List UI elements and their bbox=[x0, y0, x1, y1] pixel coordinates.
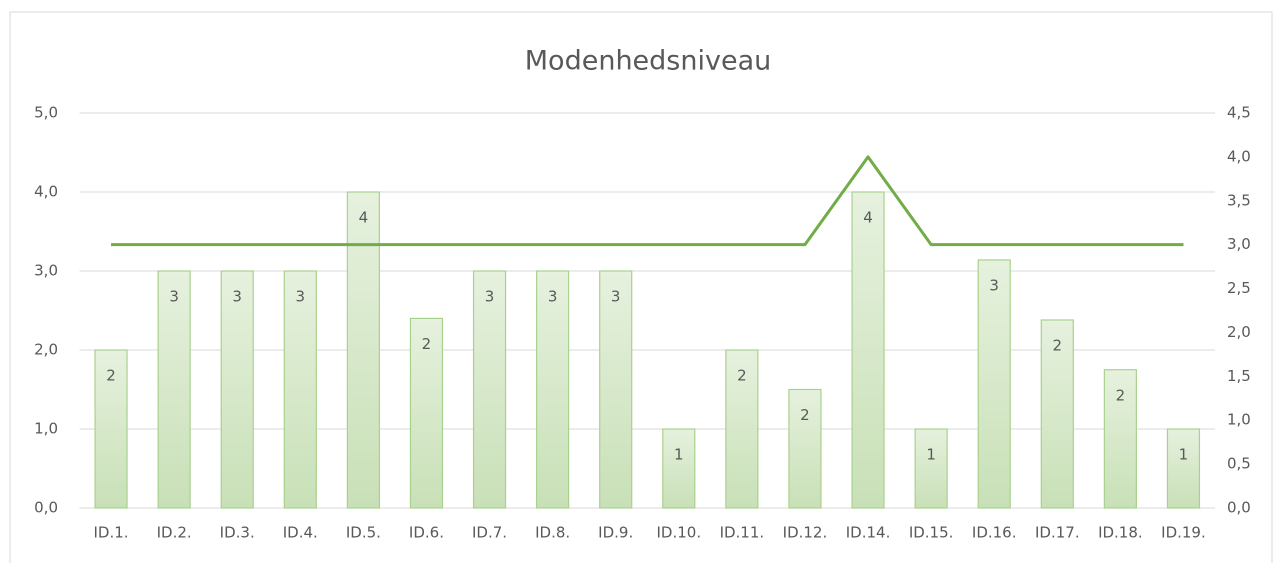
bar bbox=[788, 388, 822, 509]
chart-frame bbox=[9, 11, 1273, 563]
bar bbox=[157, 270, 191, 509]
data-label: 2 bbox=[106, 367, 116, 385]
bar bbox=[283, 270, 317, 509]
x-tick-label: ID.1. bbox=[94, 524, 129, 542]
bar bbox=[599, 270, 633, 509]
bar bbox=[94, 349, 128, 509]
data-label: 3 bbox=[548, 288, 558, 306]
bar bbox=[1166, 428, 1201, 509]
data-label: 3 bbox=[296, 288, 306, 306]
data-label: 3 bbox=[232, 288, 242, 306]
bar bbox=[220, 270, 254, 509]
bar bbox=[472, 270, 507, 509]
bar bbox=[725, 349, 759, 509]
x-tick-label: ID.6. bbox=[409, 524, 444, 542]
data-label: 1 bbox=[926, 446, 936, 464]
bar bbox=[346, 191, 380, 509]
y2-tick-label: 1,0 bbox=[1227, 411, 1251, 429]
data-label: 4 bbox=[359, 209, 369, 227]
y2-tick-label: 4,5 bbox=[1227, 104, 1251, 122]
y2-tick-label: 1,5 bbox=[1227, 367, 1251, 385]
y-tick-label: 4,0 bbox=[34, 183, 58, 201]
chart-title: Modenhedsniveau bbox=[525, 46, 771, 77]
x-tick-label: ID.7. bbox=[472, 524, 507, 542]
data-label: 3 bbox=[485, 288, 495, 306]
y2-tick-label: 2,0 bbox=[1227, 323, 1251, 341]
x-tick-label: ID.19. bbox=[1161, 524, 1206, 542]
bar bbox=[662, 428, 696, 509]
x-tick-label: ID.11. bbox=[720, 524, 765, 542]
x-tick-label: ID.15. bbox=[909, 524, 954, 542]
x-tick-label: ID.18. bbox=[1098, 524, 1143, 542]
data-label: 1 bbox=[674, 446, 684, 464]
y2-tick-label: 3,0 bbox=[1227, 235, 1251, 253]
y2-tick-label: 3,5 bbox=[1227, 191, 1251, 209]
bar bbox=[977, 259, 1011, 509]
x-tick-label: ID.4. bbox=[283, 524, 318, 542]
x-tick-label: ID.12. bbox=[783, 524, 828, 542]
bar bbox=[1040, 319, 1074, 509]
x-tick-label: ID.5. bbox=[346, 524, 381, 542]
x-tick-label: ID.8. bbox=[535, 524, 570, 542]
y2-tick-label: 2,5 bbox=[1227, 279, 1251, 297]
data-label: 4 bbox=[863, 209, 873, 227]
data-label: 2 bbox=[737, 367, 747, 385]
x-tick-label: ID.10. bbox=[656, 524, 701, 542]
y-tick-label: 2,0 bbox=[34, 341, 58, 359]
y-tick-label: 5,0 bbox=[34, 104, 58, 122]
y2-tick-label: 0,0 bbox=[1227, 499, 1251, 517]
data-label: 1 bbox=[1179, 446, 1189, 464]
bar bbox=[409, 317, 444, 509]
data-label: 3 bbox=[989, 276, 999, 294]
bar bbox=[536, 270, 570, 509]
bar bbox=[1103, 369, 1137, 509]
y2-tick-label: 0,5 bbox=[1227, 455, 1251, 473]
y-tick-label: 0,0 bbox=[34, 499, 58, 517]
data-label: 2 bbox=[1053, 336, 1063, 354]
line bbox=[111, 155, 1184, 247]
bar bbox=[914, 428, 948, 509]
x-tick-label: ID.9. bbox=[598, 524, 633, 542]
data-label: 2 bbox=[1116, 386, 1126, 404]
data-label: 3 bbox=[169, 288, 179, 306]
y-tick-label: 3,0 bbox=[34, 262, 58, 280]
x-tick-label: ID.16. bbox=[972, 524, 1017, 542]
y-tick-label: 1,0 bbox=[34, 420, 58, 438]
data-label: 2 bbox=[422, 335, 432, 353]
x-tick-label: ID.17. bbox=[1035, 524, 1080, 542]
y2-tick-label: 4,0 bbox=[1227, 147, 1251, 165]
x-tick-label: ID.14. bbox=[846, 524, 891, 542]
data-label: 2 bbox=[800, 406, 810, 424]
x-tick-label: ID.2. bbox=[157, 524, 192, 542]
bar bbox=[851, 191, 885, 509]
x-tick-label: ID.3. bbox=[220, 524, 255, 542]
data-label: 3 bbox=[611, 288, 621, 306]
